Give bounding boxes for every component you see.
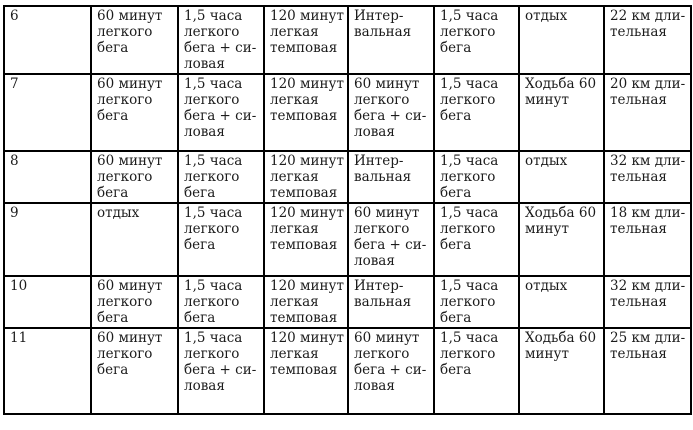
table-cell: 1,5 часа легкого бега [433, 275, 520, 329]
week-number-cell: 6 [3, 5, 92, 75]
table-cell: отдых [518, 150, 605, 204]
table-cell: 1,5 часа легкого бега [177, 202, 265, 277]
table-cell: 60 минут легкого бега [90, 73, 179, 152]
table-cell: 1,5 часа легкого бега + си- ловая [177, 5, 265, 75]
table-cell: 120 минут легкая темповая [263, 327, 349, 415]
table-row-week-6: 6 60 минут легкого бега 1,5 часа легкого… [3, 5, 692, 75]
table-cell: отдых [90, 202, 179, 277]
table-cell: 120 минут легкая темповая [263, 202, 349, 277]
table-cell: 32 км дли- тельная [603, 150, 692, 204]
week-number-cell: 9 [3, 202, 92, 277]
table-cell: 120 минут легкая темповая [263, 275, 349, 329]
table-cell: 60 минут легкого бега + си- ловая [347, 73, 435, 152]
table-cell: 32 км дли- тельная [603, 275, 692, 329]
table-cell: 120 минут легкая темповая [263, 73, 349, 152]
table-cell: Ходьба 60 минут [518, 202, 605, 277]
table-cell: 1,5 часа легкого бега [433, 5, 520, 75]
table-cell: 25 км дли- тельная [603, 327, 692, 415]
table-cell: 1,5 часа легкого бега [433, 73, 520, 152]
table-cell: 20 км дли- тельная [603, 73, 692, 152]
table-cell: 60 минут легкого бега + си- ловая [347, 327, 435, 415]
table-cell: 22 км дли- тельная [603, 5, 692, 75]
table-row-week-7: 7 60 минут легкого бега 1,5 часа легкого… [3, 73, 692, 152]
week-number-cell: 8 [3, 150, 92, 204]
table-cell: Ходьба 60 минут [518, 73, 605, 152]
table-cell: отдых [518, 275, 605, 329]
table-row-week-9: 9 отдых 1,5 часа легкого бега 120 минут … [3, 202, 692, 277]
table-cell: 1,5 часа легкого бега [177, 275, 265, 329]
table-cell: отдых [518, 5, 605, 75]
week-number-cell: 7 [3, 73, 92, 152]
table-cell: 18 км дли- тельная [603, 202, 692, 277]
table-cell: 1,5 часа легкого бега [433, 150, 520, 204]
table-cell: Интер- вальная [347, 150, 435, 204]
table-row-week-11: 11 60 минут легкого бега 1,5 часа легког… [3, 327, 692, 415]
table-cell: 60 минут легкого бега [90, 150, 179, 204]
table-cell: 120 минут легкая темповая [263, 5, 349, 75]
table-cell: 60 минут легкого бега [90, 327, 179, 415]
table-cell: Интер- вальная [347, 275, 435, 329]
table-cell: 60 минут легкого бега + си- ловая [347, 202, 435, 277]
table-cell: 1,5 часа легкого бега + си- ловая [177, 327, 265, 415]
week-number-cell: 10 [3, 275, 92, 329]
table-cell: Интер- вальная [347, 5, 435, 75]
table-cell: 1,5 часа легкого бега [433, 202, 520, 277]
week-number-cell: 11 [3, 327, 92, 415]
training-schedule-table: 6 60 минут легкого бега 1,5 часа легкого… [3, 5, 692, 415]
table-cell: 120 минут легкая темповая [263, 150, 349, 204]
table-row-week-8: 8 60 минут легкого бега 1,5 часа легкого… [3, 150, 692, 204]
table-cell: 1,5 часа легкого бега [177, 150, 265, 204]
table-row-week-10: 10 60 минут легкого бега 1,5 часа легког… [3, 275, 692, 329]
table-cell: 1,5 часа легкого бега [433, 327, 520, 415]
table-cell: 60 минут легкого бега [90, 275, 179, 329]
table-cell: Ходьба 60 минут [518, 327, 605, 415]
table-cell: 1,5 часа легкого бега + си- ловая [177, 73, 265, 152]
table-cell: 60 минут легкого бега [90, 5, 179, 75]
